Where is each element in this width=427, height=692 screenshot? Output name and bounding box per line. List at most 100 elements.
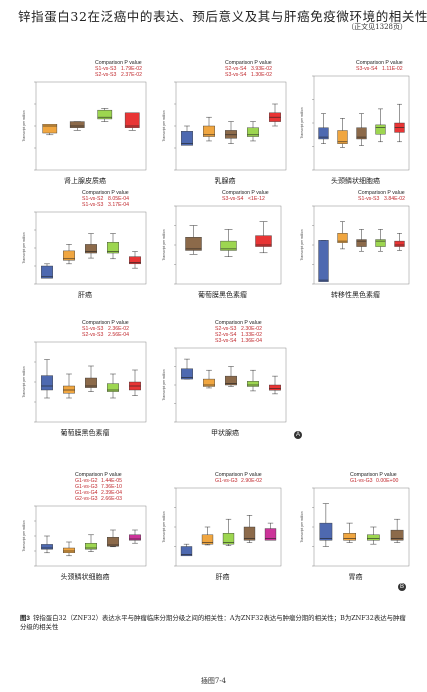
box-mark bbox=[85, 233, 97, 259]
comparison-header: Comparison bbox=[225, 60, 253, 66]
box-mark bbox=[255, 221, 272, 254]
p-value: 2.39E-04 bbox=[101, 490, 123, 496]
boxplot-panel: Comparison P value S2-vs-S4 3.93E-02 S3-vs-… bbox=[160, 60, 290, 188]
comparison-row: S1-vs-S3 1.79E-02 bbox=[95, 66, 142, 72]
boxplot-panel: Comparison P value G1-vs-G3 2.90E-02 Transc… bbox=[160, 472, 285, 584]
box-mark bbox=[356, 229, 367, 252]
boxplot-panel: Comparison P value G1-vs-G2 1.44E-05 G1-vs-… bbox=[20, 472, 150, 584]
comparison-label: S1-vs-S3 bbox=[82, 326, 104, 332]
pvalue-header: P value bbox=[109, 320, 129, 326]
box bbox=[180, 546, 193, 557]
p-value: 1.44E-05 bbox=[101, 478, 123, 484]
comparison-table: Comparison P value S3-vs-S4 <1E-12 bbox=[222, 190, 269, 202]
y-axis-label: Transcript per million bbox=[22, 520, 26, 551]
comparison-table: Comparison P value G1-vs-G3 0.00E+00 bbox=[350, 472, 398, 484]
comparison-row: S1-vs-S3 3.17E-04 bbox=[82, 202, 129, 208]
box-mark bbox=[375, 108, 386, 143]
boxplot-panel: Comparison P value S1-vs-S2 8.05E-04 S1-vs-… bbox=[20, 190, 150, 302]
p-value: 2.90E-02 bbox=[241, 478, 263, 484]
box-mark bbox=[41, 359, 53, 399]
y-axis-label: Transcript per million bbox=[300, 229, 304, 260]
box-mark bbox=[63, 373, 75, 399]
box bbox=[375, 124, 386, 135]
comparison-table: Comparison P value S3-vs-S4 1.11E-02 bbox=[356, 60, 403, 72]
comparison-row: S3-vs-S4 1.30E-02 bbox=[225, 72, 272, 78]
comparison-table: Comparison P value G1-vs-G2 1.44E-05 G1-vs-… bbox=[75, 472, 122, 502]
boxplot-svg: Transcript per million bbox=[300, 487, 410, 567]
box bbox=[255, 235, 272, 247]
comparison-row: G1-vs-G4 2.39E-04 bbox=[75, 490, 122, 496]
comparison-label: S1-vs-S3 bbox=[358, 196, 380, 202]
comparison-row: S3-vs-S4 1.36E-04 bbox=[215, 338, 262, 344]
comparison-label: S2-vs-S4 bbox=[215, 332, 237, 338]
box-mark bbox=[63, 244, 75, 265]
box bbox=[390, 529, 404, 541]
box-mark bbox=[201, 526, 214, 546]
comparison-label: G1-vs-G2 bbox=[75, 478, 98, 484]
pvalue-header: P value bbox=[242, 472, 262, 478]
box bbox=[220, 240, 237, 251]
box bbox=[375, 239, 386, 247]
comparison-label: S3-vs-S4 bbox=[215, 338, 237, 344]
box-mark bbox=[264, 522, 277, 541]
box-mark bbox=[185, 225, 202, 255]
box-mark bbox=[107, 529, 119, 548]
box-mark bbox=[42, 124, 58, 136]
box bbox=[337, 130, 348, 144]
box bbox=[222, 533, 235, 545]
pvalue-header: P value bbox=[252, 60, 272, 66]
comparison-row: G1-vs-G3 2.90E-02 bbox=[215, 478, 262, 484]
box-mark bbox=[180, 543, 193, 557]
box bbox=[85, 377, 97, 388]
comparison-row: S2-vs-S3 2.56E-04 bbox=[82, 332, 129, 338]
panel-title: 胃癌 bbox=[348, 573, 363, 581]
comparison-label: S2-vs-S3 bbox=[215, 326, 237, 332]
box-mark bbox=[243, 515, 256, 543]
box bbox=[69, 121, 85, 128]
comparison-row: G2-vs-G3 2.66E-03 bbox=[75, 496, 122, 502]
comparison-row: G1-vs-G3 0.00E+00 bbox=[350, 478, 398, 484]
comparison-table: Comparison P value S2-vs-S4 3.93E-02 S3-vs-… bbox=[225, 60, 272, 78]
box-mark bbox=[356, 113, 367, 146]
y-axis-label: Transcript per million bbox=[162, 511, 166, 542]
comparison-label: S2-vs-S3 bbox=[82, 332, 104, 338]
comparison-header: Comparison bbox=[222, 190, 250, 196]
box-mark bbox=[337, 118, 348, 148]
boxplot-svg: Transcript per million bbox=[22, 341, 147, 423]
box-mark bbox=[181, 125, 193, 146]
box-mark bbox=[375, 229, 386, 252]
boxplot-svg: Transcript per million bbox=[162, 81, 287, 171]
p-value: 2.37E-02 bbox=[121, 72, 143, 78]
box-mark bbox=[129, 529, 141, 544]
box-mark bbox=[366, 526, 380, 545]
panel-title: 肝癌 bbox=[215, 573, 230, 581]
comparison-label: S1-vs-S3 bbox=[82, 202, 104, 208]
box-mark bbox=[269, 375, 281, 395]
box bbox=[107, 536, 119, 547]
box-mark bbox=[247, 121, 259, 142]
box-mark bbox=[337, 221, 348, 250]
comparison-label: S2-vs-S4 bbox=[225, 66, 247, 72]
box-mark bbox=[390, 518, 404, 543]
pvalue-header: P value bbox=[242, 320, 262, 326]
comparison-row: G1-vs-G3 7.36E-10 bbox=[75, 484, 122, 490]
box bbox=[107, 383, 119, 392]
boxplot-svg: Transcript per million bbox=[162, 487, 282, 567]
y-axis-label: Transcript per million bbox=[162, 229, 166, 260]
comparison-label: G1-vs-G3 bbox=[215, 478, 238, 484]
boxplot-panel: Comparison P value S1-vs-S3 2.36E-02 S2-vs-… bbox=[20, 320, 150, 440]
comparison-row: S1-vs-S3 3.84E-02 bbox=[358, 196, 405, 202]
caption-number: 图3 bbox=[20, 615, 30, 622]
box bbox=[41, 265, 53, 279]
pvalue-header: P value bbox=[122, 60, 142, 66]
box bbox=[319, 522, 333, 541]
box-mark bbox=[69, 121, 85, 131]
article-title: 锌指蛋白32在泛癌中的表达、预后意义及其与肝癌免疫微环境的相关性 bbox=[18, 9, 427, 24]
comparison-label: S1-vs-S3 bbox=[95, 66, 117, 72]
box-mark bbox=[124, 112, 140, 131]
label-a: A bbox=[294, 431, 302, 439]
comparison-row: S2-vs-S3 2.30E-02 bbox=[215, 326, 262, 332]
panel-title: 头颈鳞状细胞癌 bbox=[331, 177, 380, 185]
p-value: <1E-12 bbox=[248, 196, 265, 202]
box bbox=[63, 385, 75, 394]
